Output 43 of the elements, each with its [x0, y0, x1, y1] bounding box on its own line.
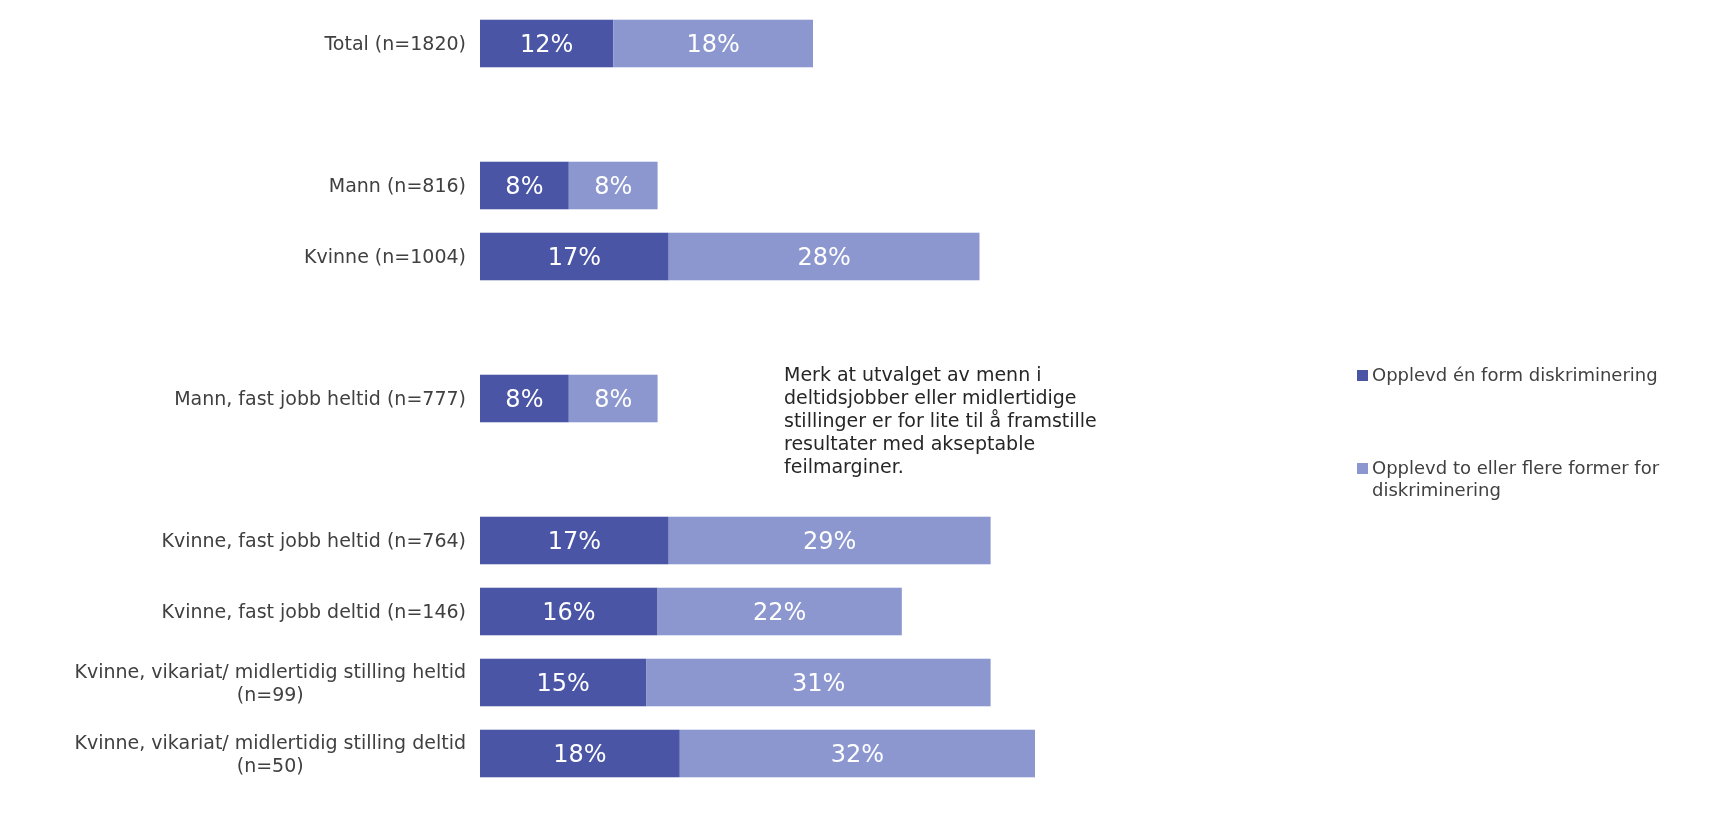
legend-label: Opplevd to eller flere former for diskriminering [1372, 457, 1660, 500]
bar [568, 161, 658, 210]
data-label: 28% [797, 242, 851, 271]
data-label: 29% [802, 526, 857, 555]
data-label: 22% [753, 597, 807, 626]
bar [480, 729, 680, 778]
y-tick-label: Mann (n=816) [328, 174, 466, 197]
annotation: Merk at utvalget av menn i deltidsjobber eller midlertidige stillinger er for lite til å framstille resultater med akseptable feilmarginer. [784, 363, 1097, 477]
y-tick-label: Kvinne, fast jobb deltid (n=146) [161, 600, 466, 623]
data-label: 8% [505, 384, 544, 413]
bar [568, 374, 658, 423]
bar [480, 161, 569, 210]
y-tick-label: Kvinne, vikariat/ midlertidig stilling deltid (n=50) [74, 730, 466, 776]
y-tick-label: Kvinne, vikariat/ midlertidig stilling heltid (n=99) [74, 659, 466, 705]
data-label: 18% [553, 739, 607, 768]
bar [480, 587, 658, 636]
data-label: 17% [547, 242, 602, 271]
legend-label: Opplevd én form diskriminering [1372, 364, 1658, 385]
data-label: 8% [594, 384, 633, 413]
bar [480, 374, 569, 423]
data-label: 8% [594, 171, 633, 200]
bar [480, 516, 669, 565]
bar [646, 658, 991, 707]
data-label: 12% [519, 29, 574, 58]
data-label: 16% [542, 597, 596, 626]
data-label: 31% [791, 668, 846, 697]
bar [480, 658, 647, 707]
bar [679, 729, 1035, 778]
y-tick-label: Total (n=1820) [323, 32, 466, 55]
data-label: 17% [547, 526, 602, 555]
data-label: 18% [686, 29, 740, 58]
bar [480, 232, 669, 281]
bar [657, 587, 902, 636]
y-tick-label: Mann, fast jobb heltid (n=777) [174, 387, 466, 410]
bar [668, 516, 991, 565]
data-label: 8% [505, 171, 544, 200]
data-label: 32% [830, 739, 885, 768]
y-tick-label: Kvinne, fast jobb heltid (n=764) [161, 529, 466, 552]
data-label: 15% [536, 668, 590, 697]
bar [613, 19, 813, 68]
bar [668, 232, 980, 281]
bar [480, 19, 614, 68]
y-tick-label: Kvinne (n=1004) [304, 245, 466, 268]
